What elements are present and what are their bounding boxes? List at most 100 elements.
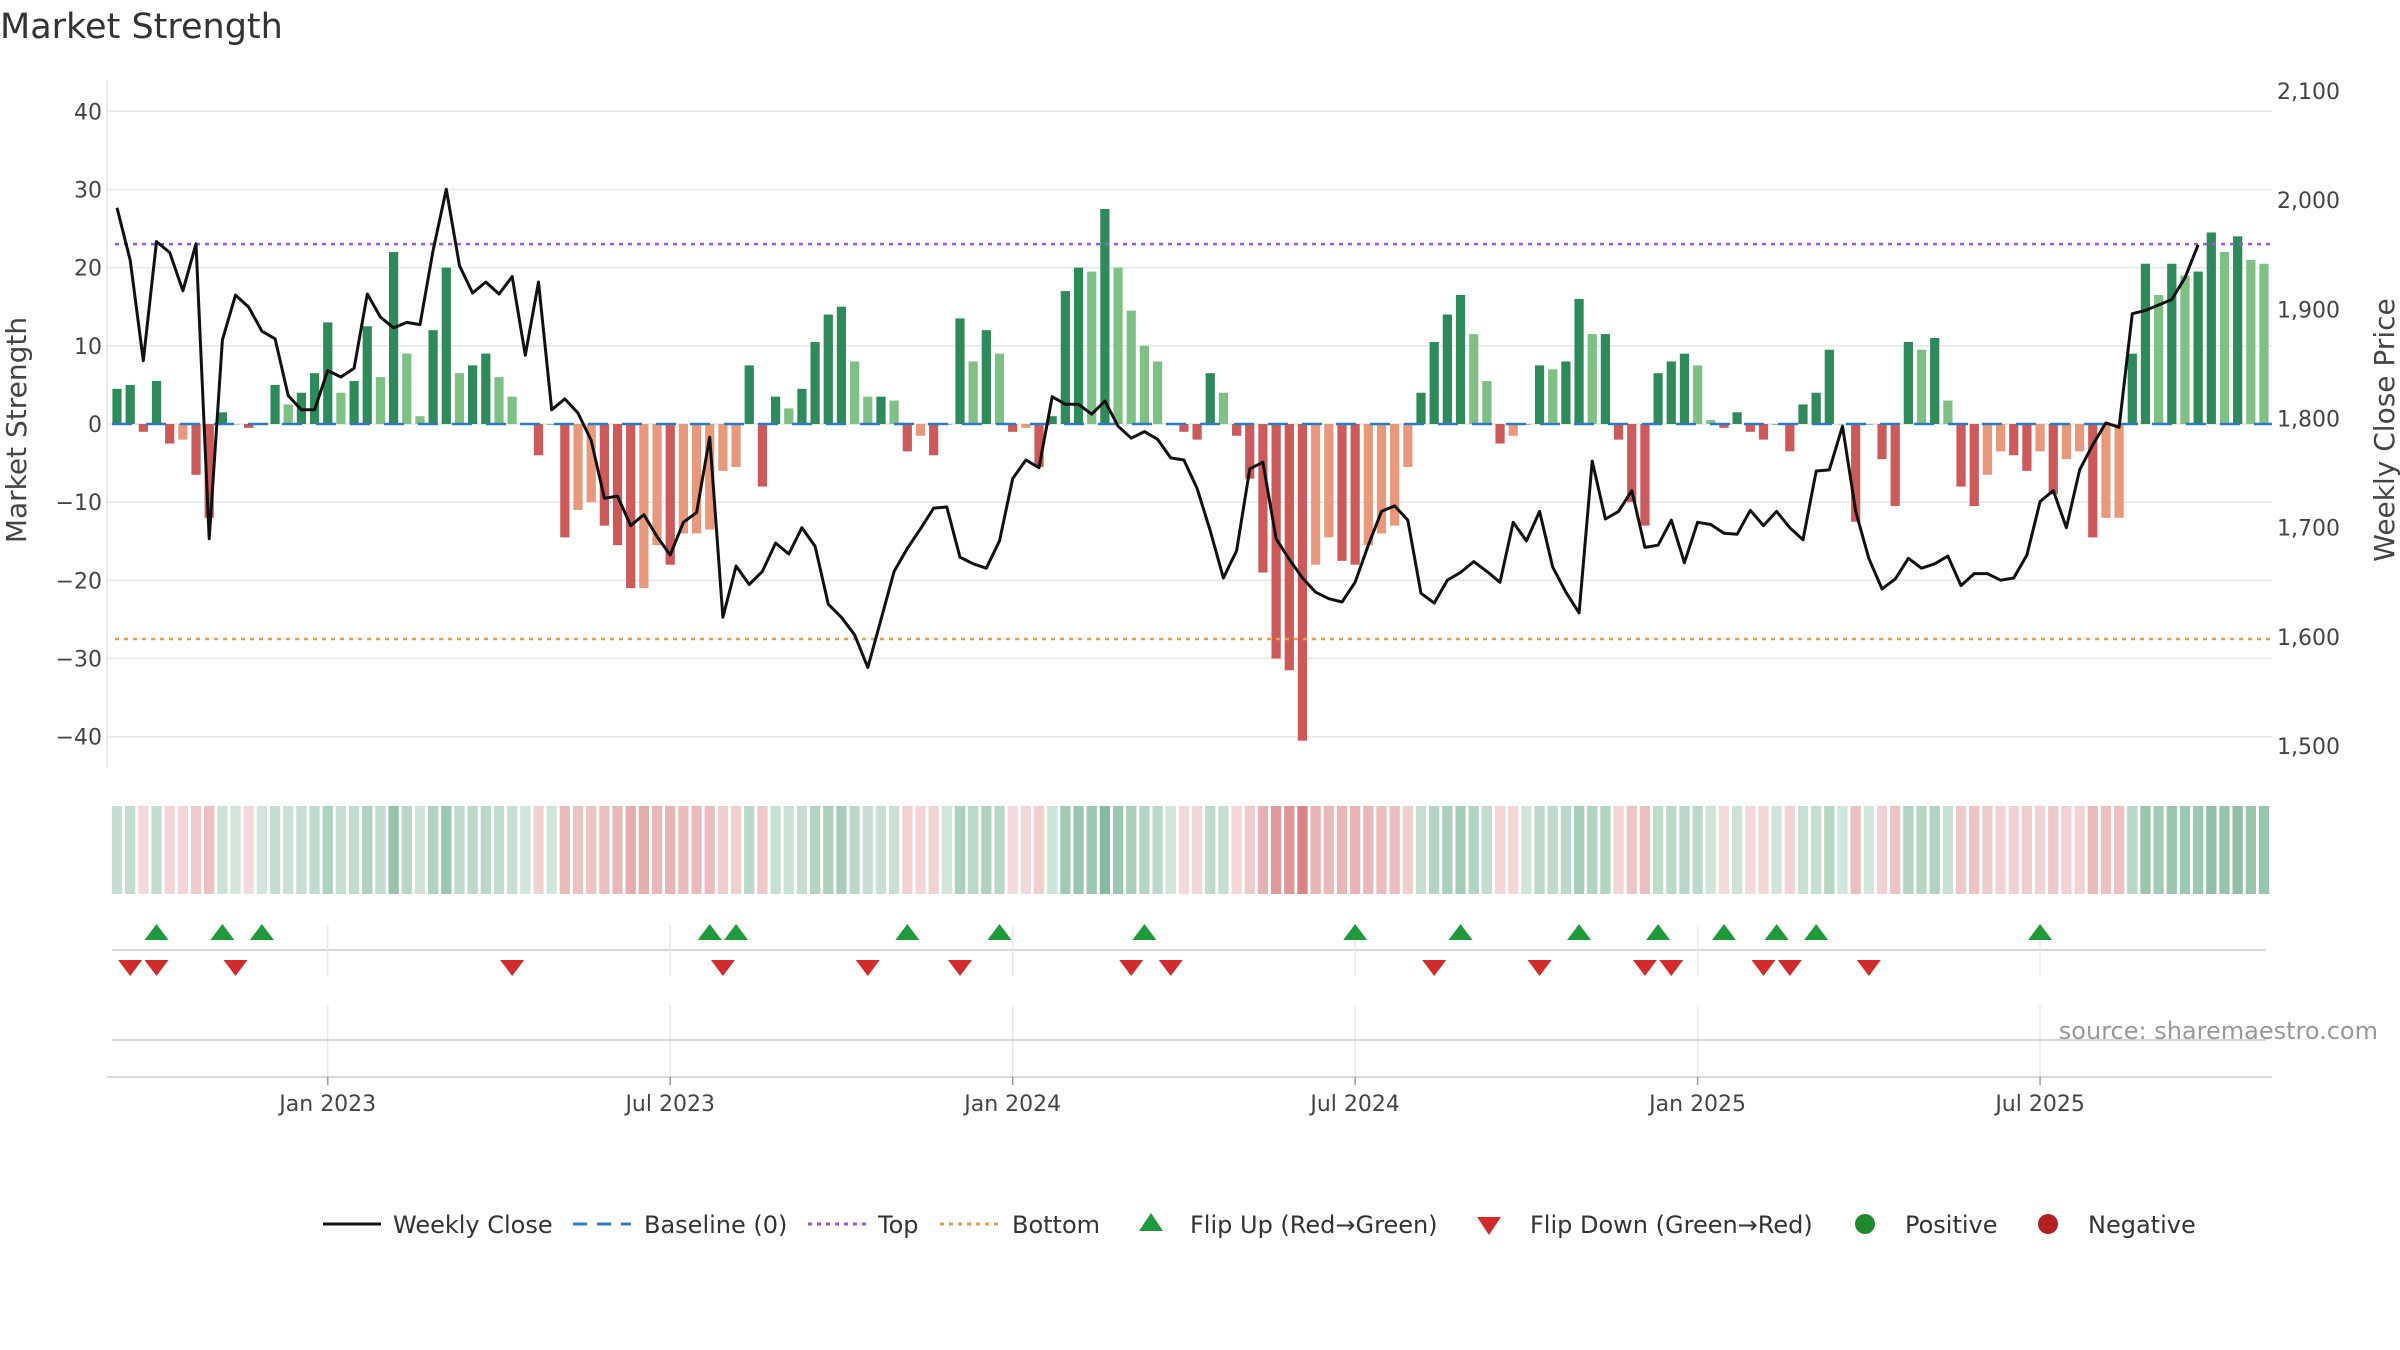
flip-up-markers	[144, 924, 2053, 940]
heat-cell	[1745, 806, 1756, 894]
strength-bar	[1811, 392, 1821, 424]
heat-cell	[2219, 806, 2230, 894]
heat-cell	[1521, 806, 1532, 894]
strength-bar	[1732, 412, 1742, 424]
flip-up-marker	[697, 924, 722, 940]
heat-cell	[1310, 806, 1321, 894]
heat-cell	[1442, 806, 1453, 894]
strength-bar	[1574, 298, 1584, 424]
flip-down-marker	[1632, 960, 1657, 976]
strength-bar	[1218, 392, 1229, 424]
strength-bar	[1442, 314, 1452, 424]
flip-up-marker	[987, 924, 1012, 940]
heat-cell	[968, 806, 979, 894]
heat-cell	[1692, 806, 1703, 894]
strength-bar	[1930, 338, 1940, 424]
heat-cell	[1257, 806, 1269, 894]
strength-bar	[929, 424, 939, 456]
legend-positive-icon	[1855, 1214, 1875, 1234]
left-axis-label: Market Strength	[0, 317, 33, 543]
strength-bar	[362, 326, 372, 424]
strength-bar	[2167, 263, 2177, 424]
strength-bar	[665, 424, 675, 565]
strength-bar	[573, 424, 583, 510]
strength-bar	[626, 424, 636, 589]
heat-cell	[1323, 806, 1334, 894]
flip-up-marker	[249, 924, 274, 940]
flip-panel	[112, 924, 2266, 976]
strength-bar	[2035, 424, 2045, 452]
strength-bar	[784, 408, 794, 424]
x-tick-label: Jul 2023	[623, 1092, 715, 1117]
heat-cell	[2048, 806, 2059, 894]
strength-bar	[1772, 424, 1782, 425]
flip-up-marker	[1804, 924, 1829, 940]
heat-cell	[546, 806, 557, 894]
main-panel: 40 30 20 10 0 −10 −20 −30 −40 2,100 2,000 1,900 1,8…	[56, 80, 2340, 768]
heat-cell	[322, 806, 333, 894]
heat-cell	[1178, 806, 1190, 894]
heat-cell	[1060, 806, 1071, 894]
heat-cell	[111, 806, 123, 894]
heat-cell	[1218, 806, 1229, 894]
heat-cell	[823, 806, 834, 894]
strength-bar	[1416, 392, 1426, 424]
heat-cell	[691, 806, 702, 894]
flip-up-marker	[895, 924, 920, 940]
legend-negative-icon	[2038, 1214, 2058, 1234]
weekly-close-line	[115, 187, 2200, 669]
strength-bar	[863, 396, 873, 424]
strength-bar	[191, 424, 201, 475]
heat-cell	[2074, 806, 2085, 894]
strength-bar	[1152, 361, 1163, 424]
strength-bar	[770, 396, 781, 424]
heat-cell	[1152, 806, 1163, 894]
heat-cell	[981, 806, 992, 894]
heat-cell	[1587, 806, 1598, 894]
strength-bar	[481, 353, 491, 424]
strength-bar	[850, 361, 860, 424]
strength-bar	[2219, 252, 2230, 424]
strength-bar	[1495, 424, 1505, 444]
flip-down-marker	[947, 960, 972, 976]
heat-cell	[283, 806, 294, 894]
heat-cell	[177, 806, 188, 894]
heat-cell	[467, 806, 478, 894]
legend-flip-down: Flip Down (Green→Red)	[1530, 1211, 1813, 1239]
strength-heat-strip	[111, 806, 2270, 894]
heat-cell	[1033, 806, 1045, 894]
strength-bar	[151, 381, 162, 424]
legend-top: Top	[877, 1211, 919, 1239]
strength-bar	[889, 400, 899, 424]
strength-bar	[165, 424, 175, 444]
heat-cell	[1191, 806, 1203, 894]
strength-bar	[1192, 424, 1202, 440]
strength-bar	[1350, 424, 1360, 565]
heat-cell	[230, 806, 241, 894]
strength-bar	[1179, 424, 1189, 432]
flip-down-marker	[144, 960, 169, 976]
heat-cell	[256, 806, 268, 894]
strength-bar	[1100, 209, 1110, 424]
legend-flip-down-icon	[1477, 1217, 1501, 1235]
flip-up-marker	[1646, 924, 1671, 940]
right-tick-label: 1,600	[2277, 626, 2340, 651]
strength-bar	[507, 396, 517, 424]
strength-bar	[731, 424, 741, 467]
heat-cell	[1363, 806, 1374, 894]
heat-cell	[1139, 806, 1150, 894]
heat-cell	[862, 806, 873, 894]
heat-cell	[362, 806, 373, 894]
strength-bar	[639, 424, 649, 589]
heat-cell	[2245, 806, 2256, 894]
strength-bar	[1008, 424, 1018, 432]
strength-bar	[810, 341, 820, 424]
strength-bar	[599, 424, 609, 526]
strength-bar	[1706, 420, 1716, 424]
heat-cell	[1560, 806, 1572, 894]
left-tick-label: −10	[56, 491, 102, 516]
heat-cell	[2061, 806, 2072, 894]
flip-up-marker	[1343, 924, 1368, 940]
right-tick-label: 1,500	[2277, 735, 2340, 760]
